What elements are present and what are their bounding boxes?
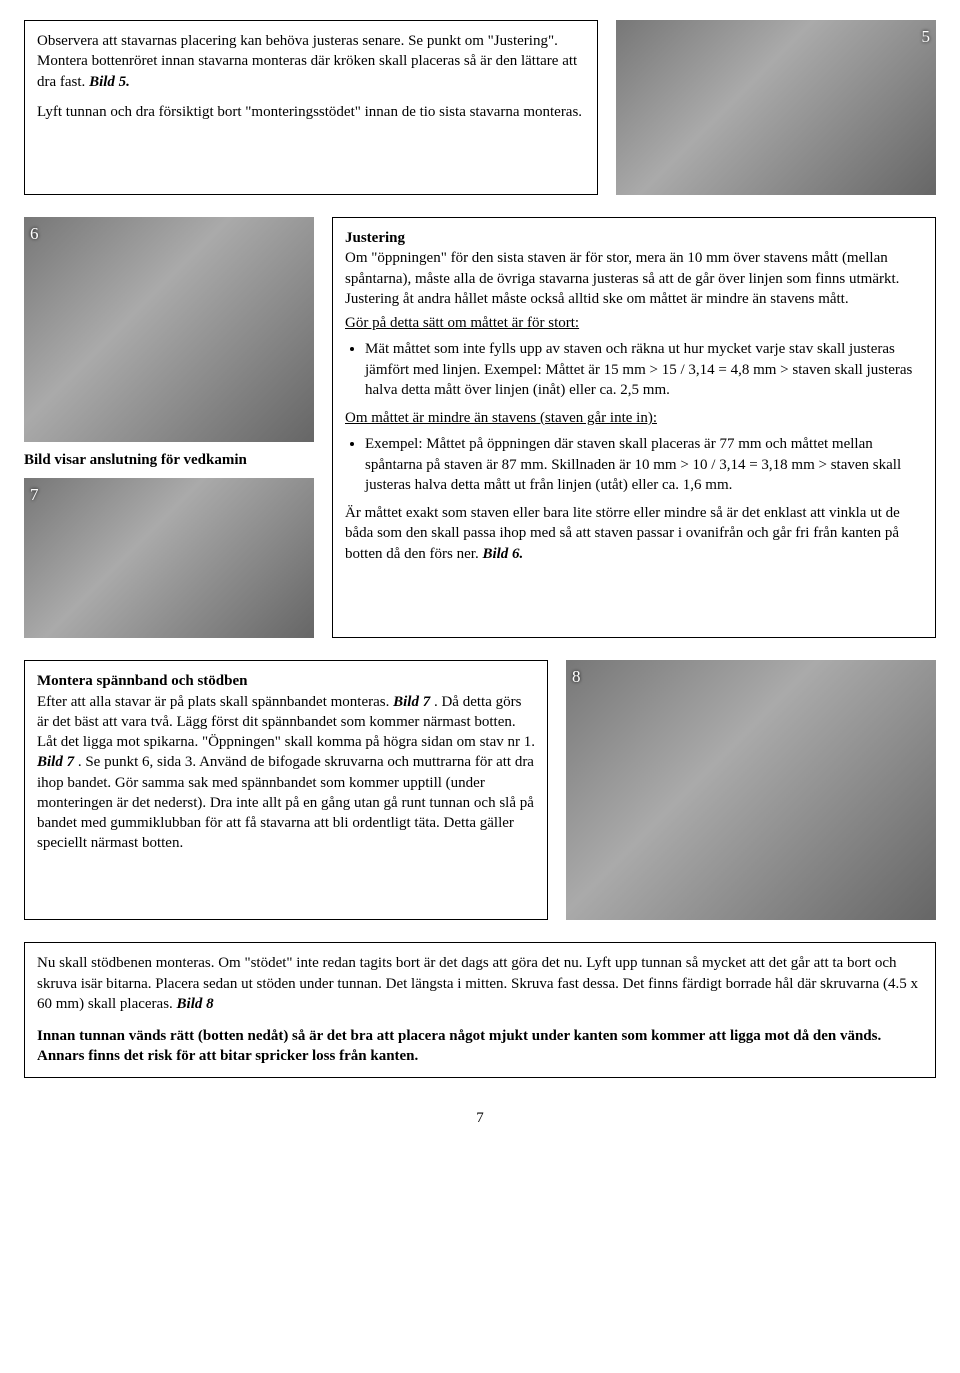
s3-paragraph: Montera spännband och stödben Efter att … <box>37 671 535 853</box>
s4-p1-text: Nu skall stödbenen monteras. Om "stödet"… <box>37 955 918 1012</box>
section-2-left: 6 Bild visar anslutning för vedkamin 7 <box>24 217 314 638</box>
image-7-number: 7 <box>30 484 39 507</box>
s2-p3-label: Om måttet är mindre än stavens (staven g… <box>345 408 923 428</box>
s2-p4-text: Är måttet exakt som staven eller bara li… <box>345 505 900 562</box>
image-8: 8 <box>566 660 936 920</box>
image-6-caption: Bild visar anslutning för vedkamin <box>24 450 314 470</box>
s2-bullet-1: Mät måttet som inte fylls upp av staven … <box>365 339 923 400</box>
section-2-row: 6 Bild visar anslutning för vedkamin 7 J… <box>24 217 936 638</box>
section-3-row: Montera spännband och stödben Efter att … <box>24 660 936 920</box>
s2-p4: Är måttet exakt som staven eller bara li… <box>345 503 923 564</box>
image-8-number: 8 <box>572 666 581 689</box>
s1-paragraph-2: Lyft tunnan och dra försiktigt bort "mon… <box>37 102 585 122</box>
s1-paragraph-1: Observera att stavarnas placering kan be… <box>37 31 585 92</box>
image-6: 6 <box>24 217 314 442</box>
s3-text-a: Efter att alla stavar är på plats skall … <box>37 694 393 710</box>
section-1-row: Observera att stavarnas placering kan be… <box>24 20 936 195</box>
s2-p1: Justering Om "öppningen" för den sista s… <box>345 228 923 309</box>
s2-list-1: Mät måttet som inte fylls upp av staven … <box>365 339 923 400</box>
s2-p4-bild: Bild 6. <box>482 546 523 562</box>
s4-p2: Innan tunnan vänds rätt (botten nedåt) s… <box>37 1026 923 1067</box>
s1-p1-bild: Bild 5. <box>89 74 130 90</box>
section-3-text-box: Montera spännband och stödben Efter att … <box>24 660 548 920</box>
s3-text-d: Bild 7 <box>37 754 74 770</box>
page-number: 7 <box>24 1108 936 1128</box>
s2-list-2: Exempel: Måttet på öppningen där staven … <box>365 434 923 495</box>
section-2-text-box: Justering Om "öppningen" för den sista s… <box>332 217 936 638</box>
s3-text-b: Bild 7 <box>393 694 430 710</box>
image-6-number: 6 <box>30 223 39 246</box>
s3-text-e: . Se punkt 6, sida 3. Använd de bifogade… <box>37 754 534 851</box>
image-5-number: 5 <box>922 26 931 49</box>
image-5: 5 <box>616 20 936 195</box>
s4-p1: Nu skall stödbenen monteras. Om "stödet"… <box>37 953 923 1014</box>
s3-heading: Montera spännband och stödben <box>37 673 247 689</box>
s2-p2-label: Gör på detta sätt om måttet är för stort… <box>345 313 923 333</box>
s2-bullet-2: Exempel: Måttet på öppningen där staven … <box>365 434 923 495</box>
s2-heading: Justering <box>345 230 405 246</box>
s4-p1-bild: Bild 8 <box>177 996 214 1012</box>
image-7: 7 <box>24 478 314 638</box>
section-4-box: Nu skall stödbenen monteras. Om "stödet"… <box>24 942 936 1077</box>
section-1-text-box: Observera att stavarnas placering kan be… <box>24 20 598 195</box>
s2-p1-text: Om "öppningen" för den sista staven är f… <box>345 250 899 307</box>
